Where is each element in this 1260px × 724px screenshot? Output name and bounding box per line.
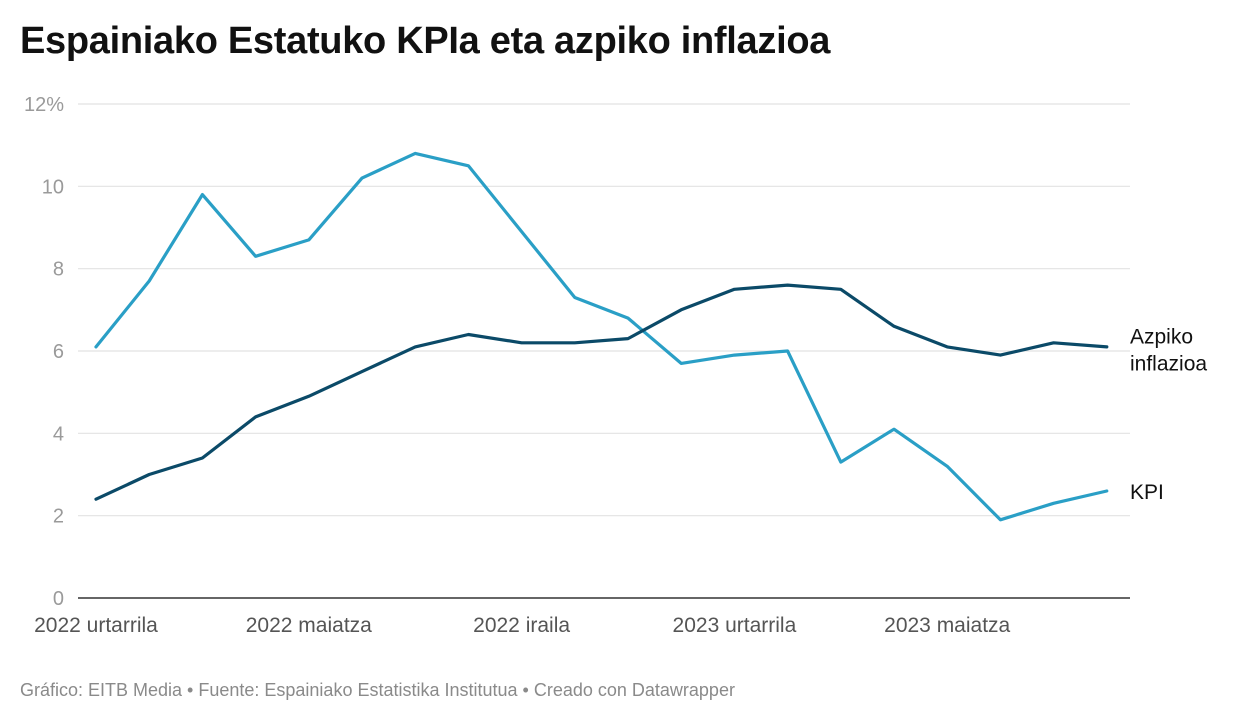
y-tick-label: 4 xyxy=(53,423,64,445)
series-labels: KPI Azpiko inflazioa xyxy=(1130,325,1207,504)
y-tick-label: 12% xyxy=(24,94,64,116)
series-label: Azpiko xyxy=(1130,325,1193,348)
y-tick-label: 8 xyxy=(53,259,64,281)
series-label: KPI xyxy=(1130,481,1164,504)
x-tick-label: 2022 iraila xyxy=(473,614,570,637)
source-footer: Gráfico: EITB Media • Fuente: Espainiako… xyxy=(20,680,735,700)
chart-title: Espainiako Estatuko KPIa eta azpiko infl… xyxy=(20,20,831,62)
series-line-kpi xyxy=(94,151,1109,522)
x-axis-ticks: 2022 urtarrila 2022 maiatza 2022 iraila 202… xyxy=(34,614,1010,637)
series-line-azpiko-inflazioa xyxy=(94,283,1109,501)
y-tick-label: 6 xyxy=(53,341,64,363)
y-tick-label: 10 xyxy=(42,176,64,198)
x-tick-label: 2022 maiatza xyxy=(246,614,372,637)
y-tick-label: 0 xyxy=(53,588,64,610)
x-tick-label: 2022 urtarrila xyxy=(34,614,158,637)
y-axis-ticks: 0 2 4 6 8 10 12% xyxy=(24,94,64,610)
y-tick-label: 2 xyxy=(53,506,64,528)
series-lines xyxy=(94,151,1109,522)
x-tick-label: 2023 urtarrila xyxy=(673,614,797,637)
x-tick-label: 2023 maiatza xyxy=(884,614,1010,637)
gridlines xyxy=(78,103,1130,599)
series-label: inflazioa xyxy=(1130,352,1207,375)
